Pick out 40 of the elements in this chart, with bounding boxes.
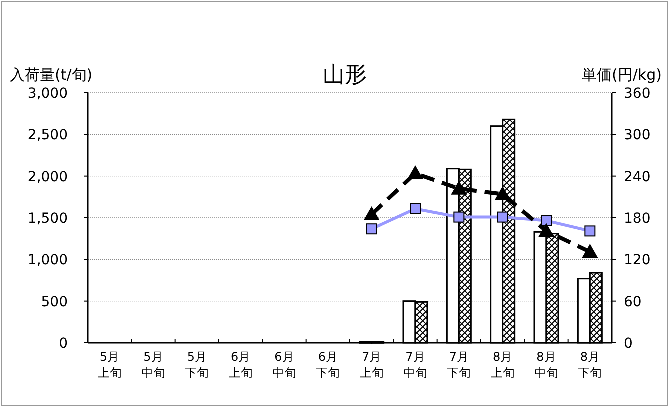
x-tick-label: 5月下旬 (185, 350, 210, 380)
point (584, 226, 596, 237)
y-tick-label: 2,000 (28, 169, 68, 186)
x-tick-label: 5月中旬 (142, 350, 166, 380)
y-tick-label: 500 (41, 294, 68, 310)
point (538, 223, 554, 238)
y-tick-label: 2,500 (28, 128, 68, 144)
point (454, 212, 465, 223)
point (408, 166, 424, 180)
point (582, 244, 598, 258)
x-tick-label: 8月下旬 (578, 350, 602, 380)
point (451, 180, 468, 195)
chart-title: 山形 (323, 63, 367, 88)
x-tick-label: 8月中旬 (534, 350, 558, 380)
y-tick-label: 1,500 (28, 211, 68, 227)
x-tick-label: 6月上旬 (228, 350, 253, 380)
x-tick-label: 7月上旬 (360, 350, 384, 380)
y-tick-label: 0 (59, 336, 68, 352)
y-tick-label: 1,000 (28, 252, 68, 269)
y2-tick-label: 120 (624, 252, 651, 269)
point (541, 215, 552, 226)
point (410, 203, 421, 214)
point (497, 212, 508, 223)
y2-tick-label: 360 (624, 86, 651, 102)
y2-axis-title: 単価(円/kg) (582, 66, 662, 84)
y2-tick-label: 300 (624, 128, 651, 144)
y2-tick-label: 60 (624, 294, 642, 310)
y2-tick-label: 240 (624, 169, 651, 186)
y-axis-title: 入荷量(t/旬) (10, 66, 93, 84)
x-tick-label: 7月下旬 (447, 350, 472, 380)
x-tick-label: 7月中旬 (404, 350, 428, 380)
x-tick-label: 8月上旬 (490, 350, 515, 380)
y2-tick-label: 180 (624, 211, 651, 227)
x-tick-label: 5月上旬 (98, 350, 122, 380)
point (366, 224, 378, 235)
y2-tick-label: 0 (624, 336, 633, 352)
y-tick-label: 3,000 (28, 86, 68, 102)
x-tick-label: 6月下旬 (316, 350, 340, 380)
x-tick-label: 6月中旬 (272, 350, 296, 380)
point (364, 206, 380, 221)
